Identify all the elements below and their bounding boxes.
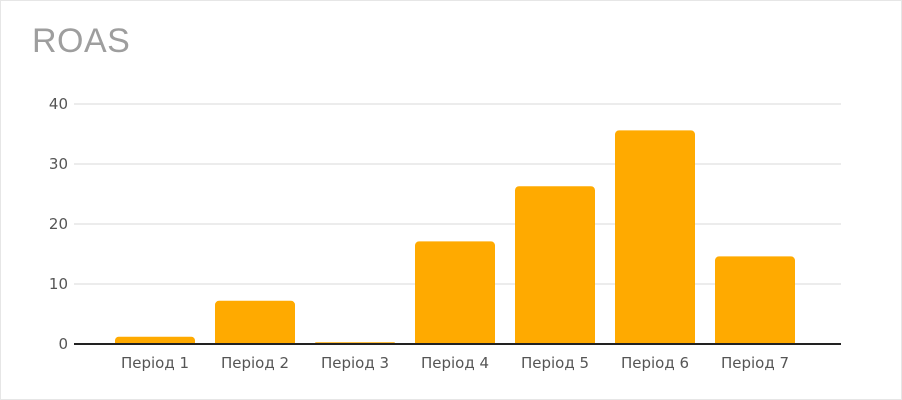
x-tick-label: Період 6 bbox=[621, 354, 689, 372]
y-axis-ticks: 0 10 20 30 40 bbox=[49, 95, 68, 353]
chart-title: ROAS bbox=[32, 22, 131, 60]
y-tick-label: 20 bbox=[49, 215, 68, 233]
x-tick-label: Період 5 bbox=[521, 354, 589, 372]
bar bbox=[615, 130, 695, 348]
y-tick-label: 40 bbox=[49, 95, 68, 113]
bar bbox=[715, 256, 795, 348]
x-axis-ticks: Період 1 Період 2 Період 3 Період 4 Період 5… bbox=[121, 354, 789, 372]
baseline-mask bbox=[74, 345, 841, 351]
x-tick-label: Період 7 bbox=[721, 354, 789, 372]
bars bbox=[74, 130, 841, 351]
y-tick-label: 30 bbox=[49, 155, 68, 173]
bar bbox=[415, 241, 495, 348]
y-tick-label: 0 bbox=[58, 335, 68, 353]
y-tick-label: 10 bbox=[49, 275, 68, 293]
bar bbox=[215, 300, 295, 348]
x-tick-label: Період 2 bbox=[221, 354, 289, 372]
x-tick-label: Період 4 bbox=[421, 354, 489, 372]
x-tick-label: Період 3 bbox=[321, 354, 389, 372]
x-tick-label: Період 1 bbox=[121, 354, 189, 372]
bar bbox=[515, 186, 595, 348]
